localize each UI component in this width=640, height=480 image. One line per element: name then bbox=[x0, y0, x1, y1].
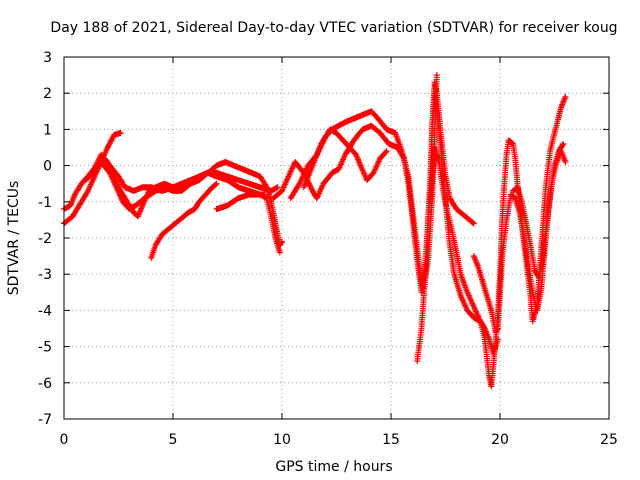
series-arc-6 bbox=[213, 191, 283, 256]
y-tick-label: 3 bbox=[43, 50, 52, 66]
y-tick-label: 2 bbox=[43, 86, 52, 102]
x-tick-label: 15 bbox=[382, 432, 400, 448]
grid-lines bbox=[64, 57, 609, 419]
series-markers bbox=[510, 148, 569, 281]
series-arc-13 bbox=[510, 148, 569, 281]
chart-title: Day 188 of 2021, Sidereal Day-to-day VTE… bbox=[50, 20, 617, 36]
series-arc-4 bbox=[89, 159, 268, 212]
axis-ticks: 0 5 10 15 20 25 -7 -6 -5 -4 -3 -2 -1 0 1 2 3 bbox=[38, 50, 618, 448]
y-tick-label: -2 bbox=[38, 231, 52, 247]
y-tick-label: -7 bbox=[38, 412, 52, 428]
y-tick-label: -1 bbox=[38, 195, 52, 211]
x-tick-label: 25 bbox=[600, 432, 618, 448]
series-markers bbox=[300, 126, 390, 191]
x-axis-label: GPS time / hours bbox=[275, 459, 392, 475]
x-tick-label: 10 bbox=[273, 432, 291, 448]
data-markers bbox=[61, 72, 569, 390]
y-tick-label: -3 bbox=[38, 267, 52, 283]
y-tick-label: -5 bbox=[38, 340, 52, 356]
series-markers bbox=[148, 180, 220, 261]
y-tick-label: -4 bbox=[38, 303, 52, 319]
y-tick-label: 0 bbox=[43, 159, 52, 175]
series-markers bbox=[89, 159, 268, 212]
series-arc-5 bbox=[148, 180, 220, 261]
y-tick-label: -6 bbox=[38, 376, 52, 392]
series-markers bbox=[213, 191, 283, 256]
x-tick-label: 0 bbox=[60, 432, 69, 448]
series-arc-9 bbox=[300, 126, 390, 191]
x-tick-label: 20 bbox=[491, 432, 509, 448]
y-tick-label: 1 bbox=[43, 122, 52, 138]
x-tick-label: 5 bbox=[169, 432, 178, 448]
y-axis-label: SDTVAR / TECUs bbox=[6, 181, 22, 296]
